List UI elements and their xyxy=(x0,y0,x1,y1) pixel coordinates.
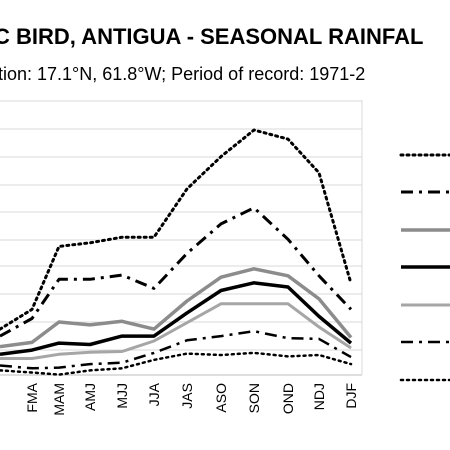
x-tick-label: NDJ xyxy=(311,383,327,410)
x-axis-ticks: FMA MAM AMJ MJJ JJA JAS ASO SON OND NDJ DJF xyxy=(24,382,359,415)
x-tick-label: MJJ xyxy=(114,383,130,409)
x-tick-label: OND xyxy=(280,383,296,414)
series-line-5 xyxy=(0,302,352,360)
x-tick-label: DJF xyxy=(343,383,359,409)
x-tick-label: ASO xyxy=(213,383,229,413)
chart-title: C BIRD, ANTIGUA - SEASONAL RAINFAL xyxy=(0,24,423,49)
series-line-1 xyxy=(0,128,353,331)
series-line-7 xyxy=(0,351,353,376)
series-line-4 xyxy=(0,281,353,357)
x-tick-label: JJA xyxy=(146,382,162,406)
x-tick-label: MAM xyxy=(51,383,67,416)
series-line-3 xyxy=(0,267,353,349)
series-line-6 xyxy=(0,329,352,370)
legend xyxy=(399,153,450,382)
series-lines xyxy=(0,128,353,376)
chart-subtitle: tion: 17.1°N, 61.8°W; Period of record: … xyxy=(0,64,365,84)
x-tick-label: JAS xyxy=(179,383,195,409)
x-tick-label: AMJ xyxy=(82,383,98,411)
x-tick-label: FMA xyxy=(24,382,40,412)
x-tick-label: SON xyxy=(246,383,262,413)
